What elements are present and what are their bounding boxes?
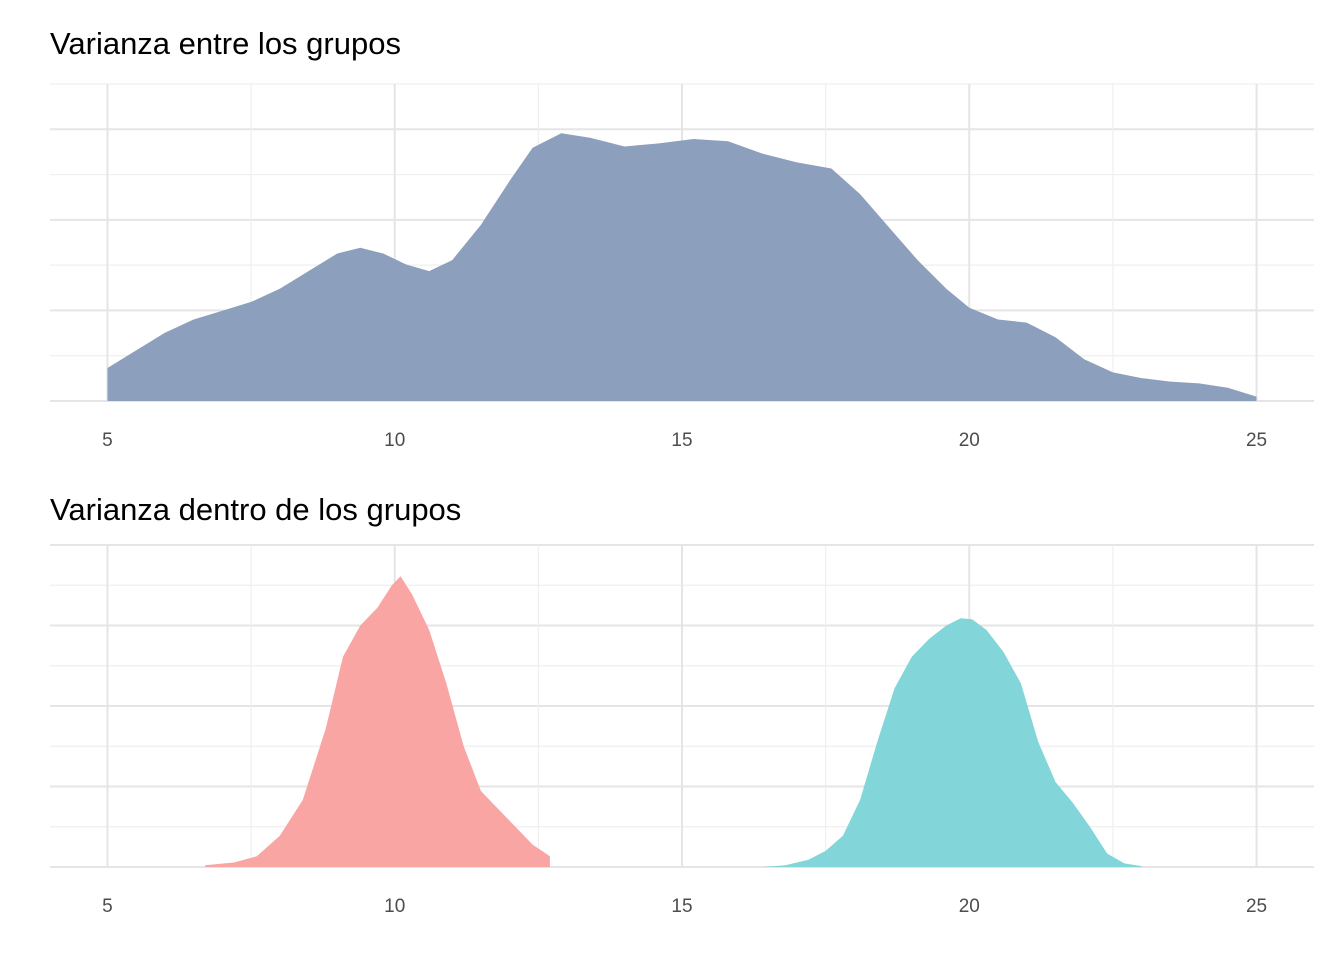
x-tick-label: 25 <box>1246 430 1267 451</box>
x-tick-label: 15 <box>671 430 692 451</box>
x-tick-label: 15 <box>671 896 692 917</box>
density-areas <box>205 576 1142 867</box>
x-tick-label: 10 <box>384 430 405 451</box>
grid <box>50 544 1314 868</box>
x-tick-label: 10 <box>384 896 405 917</box>
x-tick-label: 5 <box>102 430 113 451</box>
density-area-0 <box>205 576 550 867</box>
x-axis-ticks: 5 10 15 20 25 <box>102 430 1267 451</box>
chart-title: Varianza dentro de los grupos <box>50 492 461 527</box>
x-tick-label: 25 <box>1246 896 1267 917</box>
density-areas <box>107 133 1257 402</box>
panel-between-groups: Varianza entre los grupos 5 10 15 20 25 <box>50 26 1314 451</box>
density-area-1 <box>762 618 1142 867</box>
x-tick-label: 20 <box>959 430 980 451</box>
panel-within-groups: Varianza dentro de los grupos 5 10 15 20 25 <box>50 492 1314 917</box>
x-tick-label: 20 <box>959 896 980 917</box>
chart-title: Varianza entre los grupos <box>50 26 401 61</box>
x-tick-label: 5 <box>102 896 113 917</box>
density-area-0 <box>107 133 1257 402</box>
x-axis-ticks: 5 10 15 20 25 <box>102 896 1267 917</box>
